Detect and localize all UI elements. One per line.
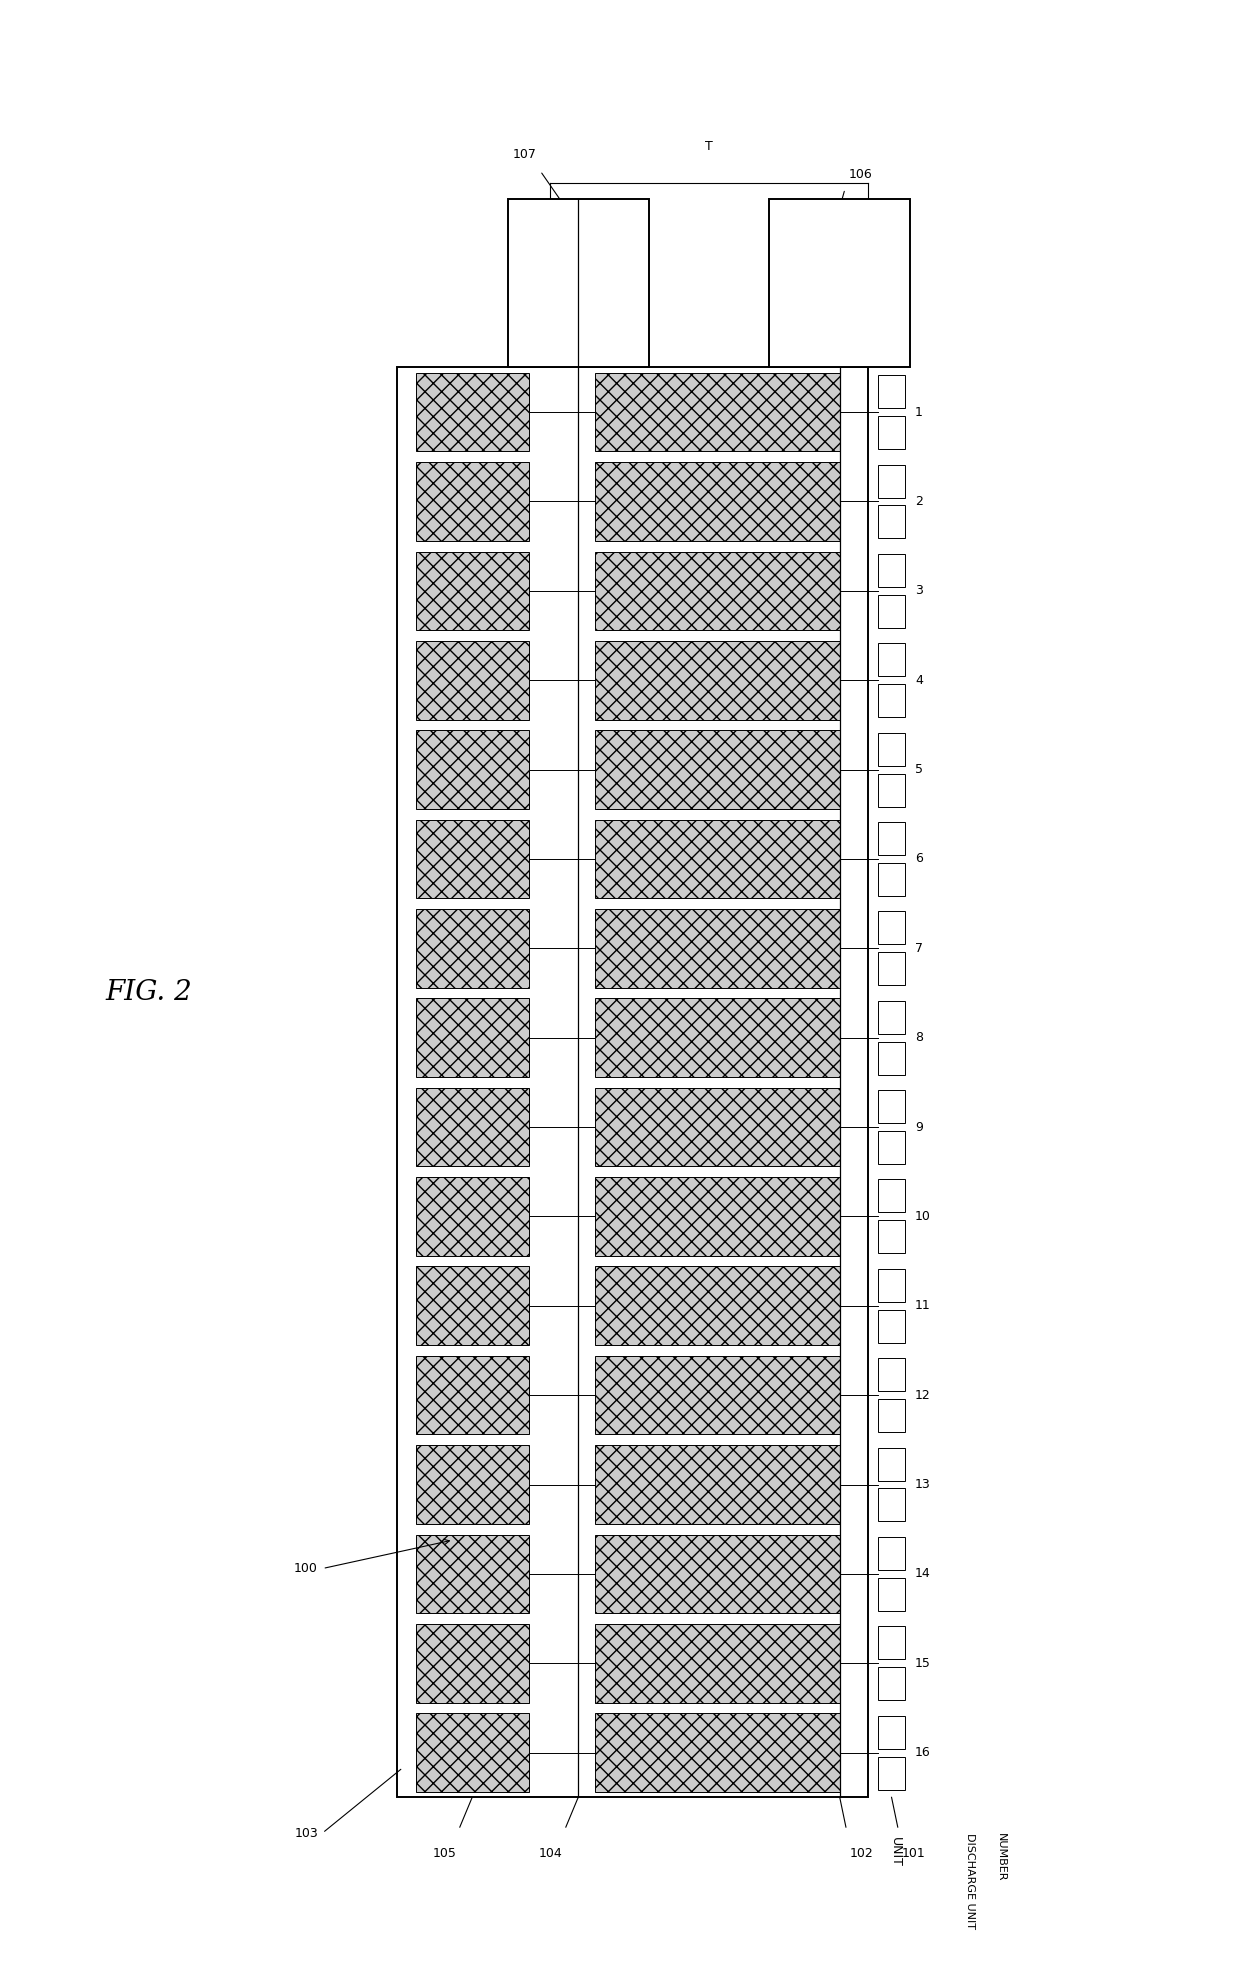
- Bar: [595, 910, 839, 987]
- Text: FIG. 2: FIG. 2: [105, 979, 192, 1007]
- Text: 106: 106: [849, 167, 873, 181]
- Bar: [878, 1666, 905, 1700]
- Text: 10: 10: [915, 1209, 931, 1223]
- Text: 5: 5: [915, 763, 923, 777]
- Bar: [878, 1627, 905, 1660]
- Bar: [595, 999, 839, 1076]
- Text: NUMBER: NUMBER: [996, 1833, 1006, 1881]
- Bar: [595, 1088, 839, 1166]
- Bar: [878, 1716, 905, 1750]
- Bar: [415, 910, 528, 987]
- Bar: [878, 912, 905, 945]
- Text: 15: 15: [915, 1656, 931, 1670]
- Bar: [595, 1625, 839, 1702]
- Text: 1: 1: [915, 405, 923, 419]
- Bar: [878, 1219, 905, 1253]
- Bar: [415, 1088, 528, 1166]
- Bar: [415, 552, 528, 630]
- Text: 103: 103: [295, 1827, 319, 1839]
- Text: 6: 6: [915, 852, 923, 866]
- Text: UNIT: UNIT: [889, 1837, 901, 1867]
- Bar: [595, 1446, 839, 1523]
- Bar: [595, 552, 839, 630]
- Bar: [415, 1714, 528, 1791]
- Text: 14: 14: [915, 1567, 931, 1581]
- Bar: [595, 1535, 839, 1613]
- Bar: [878, 1180, 905, 1213]
- Bar: [878, 1577, 905, 1611]
- Bar: [415, 641, 528, 719]
- Bar: [595, 373, 839, 451]
- Text: T: T: [706, 139, 713, 153]
- Bar: [595, 1714, 839, 1791]
- Text: 102: 102: [849, 1847, 873, 1861]
- Text: 104: 104: [538, 1847, 562, 1861]
- Bar: [595, 731, 839, 808]
- Bar: [878, 1537, 905, 1571]
- Bar: [415, 1625, 528, 1702]
- Bar: [415, 1535, 528, 1613]
- Bar: [595, 820, 839, 898]
- Text: 11: 11: [915, 1299, 931, 1313]
- Bar: [595, 1178, 839, 1255]
- Bar: [878, 1130, 905, 1164]
- Bar: [595, 463, 839, 540]
- Bar: [415, 463, 528, 540]
- Bar: [878, 643, 905, 677]
- Bar: [595, 1267, 839, 1345]
- Bar: [878, 1041, 905, 1074]
- Bar: [878, 683, 905, 717]
- Bar: [878, 1448, 905, 1482]
- Bar: [595, 641, 839, 719]
- Text: 13: 13: [915, 1478, 931, 1491]
- Text: 101: 101: [901, 1847, 925, 1861]
- Bar: [878, 1001, 905, 1035]
- Bar: [415, 820, 528, 898]
- Bar: [507, 199, 649, 367]
- Bar: [878, 554, 905, 588]
- Bar: [595, 1356, 839, 1434]
- Bar: [415, 999, 528, 1076]
- Bar: [878, 415, 905, 449]
- Bar: [769, 199, 910, 367]
- Text: 2: 2: [915, 495, 923, 508]
- Bar: [878, 1756, 905, 1789]
- Bar: [878, 594, 905, 628]
- Bar: [415, 1446, 528, 1523]
- Text: 8: 8: [915, 1031, 923, 1045]
- Text: 4: 4: [915, 673, 923, 687]
- Bar: [878, 862, 905, 896]
- Text: 16: 16: [915, 1746, 931, 1760]
- Bar: [878, 1269, 905, 1303]
- Bar: [415, 373, 528, 451]
- Text: 107: 107: [512, 147, 537, 161]
- Bar: [878, 504, 905, 538]
- Bar: [878, 822, 905, 856]
- Text: DISCHARGE UNIT: DISCHARGE UNIT: [965, 1833, 975, 1928]
- Bar: [878, 1090, 905, 1124]
- Bar: [878, 465, 905, 498]
- Bar: [397, 367, 868, 1797]
- Bar: [878, 773, 905, 806]
- Text: 105: 105: [433, 1847, 456, 1861]
- Bar: [878, 1358, 905, 1392]
- Text: 12: 12: [915, 1388, 931, 1402]
- Bar: [878, 375, 905, 409]
- Bar: [878, 951, 905, 985]
- Text: 100: 100: [294, 1563, 317, 1575]
- Bar: [415, 1178, 528, 1255]
- Text: 9: 9: [915, 1120, 923, 1134]
- Bar: [415, 731, 528, 808]
- Bar: [415, 1356, 528, 1434]
- Text: 3: 3: [915, 584, 923, 598]
- Bar: [878, 733, 905, 767]
- Bar: [415, 1267, 528, 1345]
- Bar: [878, 1309, 905, 1343]
- Bar: [878, 1488, 905, 1521]
- Text: 7: 7: [915, 941, 923, 955]
- Bar: [878, 1398, 905, 1432]
